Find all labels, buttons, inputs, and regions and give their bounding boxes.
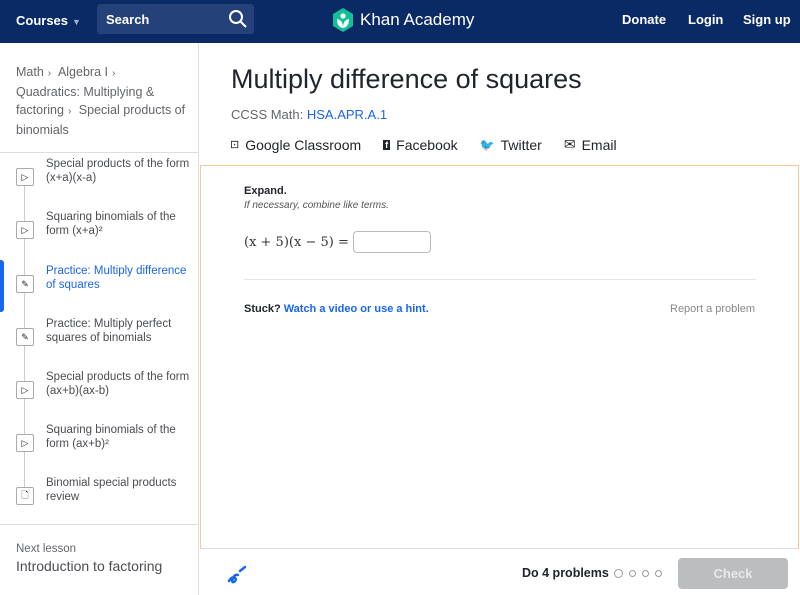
email-button[interactable]: ✉ Email	[564, 136, 617, 153]
problem-count: Do 4 problems	[522, 566, 609, 580]
check-button[interactable]: Check	[678, 558, 788, 589]
question-instruction: If necessary, combine like terms.	[244, 200, 389, 211]
sidebar-item[interactable]: ✎ Practice: Multiply perfect squares of b…	[0, 313, 198, 365]
equation-text: (x + 5)(x − 5) =	[244, 234, 349, 250]
next-lesson-label: Next lesson	[16, 543, 77, 555]
sidebar: Math › Algebra I › Quadratics: Multiplying…	[0, 43, 199, 595]
play-icon: ▷	[16, 434, 34, 452]
ccss-label: CCSS Math:	[231, 107, 304, 122]
question: Expand. If necessary, combine like terms.	[244, 185, 389, 211]
pencil-icon: ✎	[16, 328, 34, 346]
facebook-button[interactable]: f Facebook	[383, 136, 458, 153]
active-indicator	[0, 260, 4, 312]
next-lesson-title: Introduction to factoring	[16, 558, 163, 574]
page-title: Multiply difference of squares	[231, 64, 582, 94]
donate-link[interactable]: Donate	[622, 12, 667, 27]
equation: (x + 5)(x − 5) =	[244, 231, 431, 253]
twitter-icon: 🐦	[479, 137, 495, 152]
classroom-label: Google Classroom	[245, 136, 362, 153]
divider	[244, 279, 756, 280]
chevron-down-icon: ▼	[72, 17, 81, 27]
sidebar-item-label: Special products of the form (ax+b)(ax-b…	[46, 371, 190, 397]
breadcrumb-special-products[interactable]: Special products of binomials	[16, 103, 186, 137]
ccss-standard: CCSS Math: HSA.APR.A.1	[231, 107, 387, 122]
progress-dots	[614, 569, 662, 578]
pencil-icon: ✎	[16, 275, 34, 293]
breadcrumb-quadratics[interactable]: Quadratics: Multiplying & factoring	[16, 85, 155, 117]
play-icon: ▷	[16, 221, 34, 239]
chevron-right-icon: ›	[111, 68, 116, 79]
search-input[interactable]: Search	[97, 4, 254, 34]
share-bar: ⊡ Google Classroom f Facebook 🐦 Twitter ✉ Em…	[230, 136, 617, 153]
breadcrumb-math[interactable]: Math	[16, 65, 44, 79]
progress-dot	[614, 569, 623, 578]
ccss-link[interactable]: HSA.APR.A.1	[306, 107, 388, 122]
facebook-icon: f	[383, 139, 391, 150]
google-classroom-button[interactable]: ⊡ Google Classroom	[230, 136, 361, 153]
breadcrumb-algebra[interactable]: Algebra I	[57, 65, 108, 79]
report-problem-link[interactable]: Report a problem	[670, 303, 755, 315]
login-link[interactable]: Login	[688, 12, 724, 27]
facebook-label: Facebook	[396, 136, 458, 153]
stuck-label: Stuck?	[244, 303, 281, 315]
signup-link[interactable]: Sign up	[743, 12, 791, 27]
google-classroom-icon: ⊡	[230, 139, 240, 151]
twitter-button[interactable]: 🐦 Twitter	[480, 136, 542, 153]
sidebar-item-label: Practice: Multiply perfect squares of bi…	[46, 318, 172, 344]
sidebar-item-label: Special products of the form (x+a)(x-a)	[46, 158, 190, 184]
exercise-footer: Do 4 problems Check	[200, 548, 799, 595]
sidebar-item-label: Squaring binomials of the form (x+a)²	[46, 211, 176, 237]
scratchpad-icon[interactable]	[226, 563, 248, 585]
divider	[0, 524, 198, 525]
sidebar-item[interactable]: 🗋 Binomial special products review	[0, 472, 198, 524]
sidebar-item-label: Squaring binomials of the form (ax+b)²	[46, 424, 176, 450]
search-icon[interactable]	[228, 9, 248, 29]
answer-input[interactable]	[352, 231, 431, 253]
sidebar-item-active[interactable]: ✎ Practice: Multiply difference of square…	[0, 260, 198, 312]
logo-text: Khan Academy	[360, 10, 475, 29]
stuck-prompt: Stuck? Watch a video or use a hint.	[244, 303, 429, 315]
question-heading: Expand.	[244, 185, 287, 197]
article-icon: 🗋	[16, 487, 34, 505]
sidebar-item-label: Practice: Multiply difference of squares	[46, 265, 187, 291]
top-nav: Courses ▼ Search Khan Academy Donate Logi…	[0, 0, 800, 43]
chevron-right-icon: ›	[47, 68, 52, 79]
courses-label: Courses	[16, 13, 69, 28]
sidebar-item-label: Binomial special products review	[46, 477, 177, 503]
exercise-panel: Expand. If necessary, combine like terms.…	[200, 165, 799, 549]
sidebar-item[interactable]: ▷ Special products of the form (x+a)(x-a)	[0, 153, 198, 205]
divider	[0, 152, 198, 153]
play-icon: ▷	[16, 381, 34, 399]
khan-academy-logo[interactable]: Khan Academy	[332, 8, 474, 32]
sidebar-item[interactable]: ▷ Special products of the form (ax+b)(ax-…	[0, 366, 198, 418]
progress-dot	[655, 570, 662, 577]
courses-menu[interactable]: Courses ▼	[16, 13, 81, 28]
email-icon: ✉	[563, 136, 576, 152]
twitter-label: Twitter	[500, 136, 542, 153]
search-placeholder: Search	[106, 12, 150, 27]
progress-dot	[642, 570, 649, 577]
next-lesson-link[interactable]: Next lesson Introduction to factoring	[16, 543, 162, 574]
sidebar-item[interactable]: ▷ Squaring binomials of the form (ax+b)²	[0, 419, 198, 471]
progress-dot	[629, 570, 636, 577]
hint-link[interactable]: Watch a video or use a hint.	[283, 303, 429, 315]
breadcrumb: Math › Algebra I › Quadratics: Multiplying…	[16, 63, 186, 139]
email-label: Email	[581, 136, 617, 153]
sidebar-item[interactable]: ▷ Squaring binomials of the form (x+a)²	[0, 206, 198, 258]
play-icon: ▷	[16, 168, 34, 186]
chevron-right-icon: ›	[67, 106, 72, 117]
khan-logo-icon	[333, 8, 353, 32]
